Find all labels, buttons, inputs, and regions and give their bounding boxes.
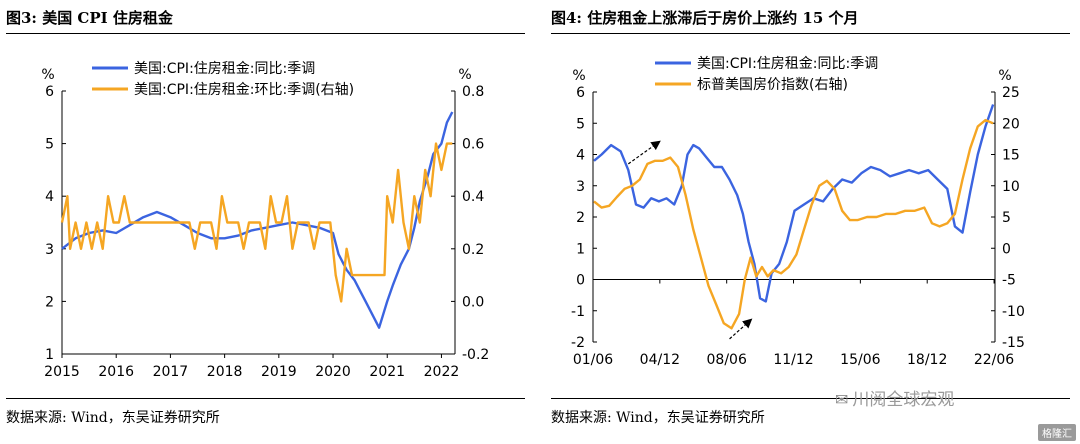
title-rule	[6, 33, 525, 34]
legend-label: 美国:CPI:住房租金:同比:季调	[134, 61, 315, 77]
left-tick-label: -2	[571, 335, 585, 351]
legend-label: 标普美国房价指数(右轴)	[697, 77, 848, 93]
right-tick-label: 0.8	[462, 84, 484, 100]
x-tick-label: 08/06	[707, 352, 747, 368]
x-tick-label: 2015	[44, 364, 80, 380]
legend-label: 美国:CPI:住房租金:环比:季调(右轴)	[134, 82, 354, 98]
left-tick-label: 4	[576, 148, 585, 164]
annotation-arrow-peak	[627, 140, 661, 165]
x-tick-label: 22/06	[974, 352, 1014, 368]
left-tick-label: 6	[45, 84, 54, 100]
left-unit-label: %	[572, 68, 585, 84]
x-tick-label: 15/06	[840, 352, 880, 368]
left-tick-label: 1	[576, 241, 585, 257]
left-tick-label: 2	[45, 294, 54, 310]
left-tick-label: 4	[45, 189, 54, 205]
watermark-text: 川阅全球宏观	[852, 390, 955, 410]
x-tick-label: 01/06	[573, 352, 613, 368]
x-tick-label: 18/12	[907, 352, 947, 368]
x-tick-label: 2020	[315, 364, 351, 380]
right-tick-label: -5	[1002, 273, 1016, 289]
right-tick-label: 0	[1002, 241, 1011, 257]
series-line-right-axis	[60, 142, 453, 303]
rent-cpi-chart: % % 1 2 3 4 5 6 -0.2 0.0 0.2 0.4 0.6 0.8 2015 2016 2017 2…	[41, 61, 489, 380]
right-tick-label: 0.4	[462, 189, 484, 205]
right-tick-label: 15	[1002, 148, 1020, 164]
left-tick-label: 1	[45, 347, 54, 363]
right-tick-label: -10	[1002, 304, 1025, 320]
right-tick-label: 5	[1002, 210, 1011, 226]
x-tick-label: 11/12	[773, 352, 813, 368]
left-tick-label: 5	[576, 116, 585, 132]
figure-3-source: 数据来源: Wind，东吴证券研究所	[6, 410, 220, 426]
x-tick-label: 2016	[98, 364, 134, 380]
brand-badge: 格隆汇	[1038, 424, 1076, 441]
source-rule	[6, 398, 525, 399]
right-unit-label: %	[998, 68, 1011, 84]
figure-4-title: 图4: 住房租金上涨滞后于房价上涨约 15 个月	[551, 9, 859, 27]
legend-label: 美国:CPI:住房租金:同比:季调	[697, 56, 878, 72]
left-unit-label: %	[41, 67, 54, 83]
right-tick-label: -15	[1002, 335, 1025, 351]
x-tick-label: 04/12	[640, 352, 680, 368]
x-tick-label: 2019	[261, 364, 297, 380]
right-tick-label: 25	[1002, 85, 1020, 101]
wechat-icon: ✉	[835, 390, 849, 409]
figure-4-source: 数据来源: Wind，东吴证券研究所	[551, 410, 765, 426]
right-tick-label: 0.2	[462, 242, 484, 258]
right-tick-label: -0.2	[462, 347, 489, 363]
left-tick-label: 3	[576, 179, 585, 195]
x-tick-label: 2017	[153, 364, 189, 380]
left-tick-label: -1	[571, 304, 585, 320]
x-tick-label: 2021	[369, 364, 405, 380]
title-rule	[551, 33, 1070, 34]
annotation-arrow-trough	[729, 318, 753, 340]
right-tick-label: 0.6	[462, 137, 484, 153]
left-tick-label: 5	[45, 137, 54, 153]
right-tick-label: 10	[1002, 179, 1020, 195]
left-tick-label: 6	[576, 85, 585, 101]
x-tick-label: 2022	[424, 364, 460, 380]
source-rule	[551, 398, 1070, 399]
right-unit-label: %	[458, 67, 471, 83]
figure-3-panel: 图3: 美国 CPI 住房租金 %% 1 2 3 4 5 6 -0.2 0.0 0.2 0.4 0.6…	[0, 0, 525, 444]
figure-3-title: 图3: 美国 CPI 住房租金	[6, 9, 173, 27]
left-tick-label: 2	[576, 210, 585, 226]
x-tick-label: 2018	[207, 364, 243, 380]
right-tick-label: 0.0	[462, 294, 484, 310]
series-line-left-axis	[593, 104, 995, 303]
figure-4-panel: 图4: 住房租金上涨滞后于房价上涨约 15 个月 %% -2 -1 0 1 2 3 4 5 6 -1…	[545, 0, 1070, 444]
left-tick-label: 3	[45, 242, 54, 258]
watermark: ✉ 川阅全球宏观	[835, 385, 954, 410]
left-tick-label: 0	[576, 273, 585, 289]
series-line-right-axis	[593, 118, 994, 330]
right-tick-label: 20	[1002, 116, 1020, 132]
